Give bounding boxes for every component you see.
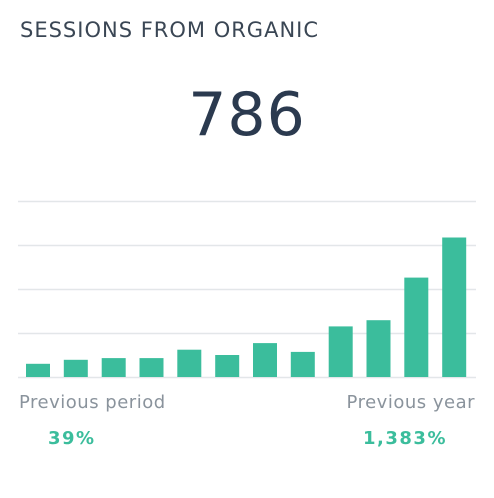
previous-period-change: 39% (48, 428, 96, 449)
chart-bar (442, 237, 467, 377)
chart-bar (26, 363, 50, 377)
chart-bar (177, 349, 202, 377)
chart-bar (253, 343, 277, 377)
chart-bar (404, 277, 429, 377)
sessions-bar-chart (18, 200, 476, 379)
chart-gridlines (18, 200, 476, 379)
chart-bar (366, 320, 391, 377)
metric-value: 786 (188, 80, 306, 150)
chart-bar (328, 326, 353, 377)
chart-bar (139, 358, 164, 377)
chart-bar (215, 355, 240, 377)
previous-period-label: Previous period (19, 392, 166, 413)
widget-title: SESSIONS FROM ORGANIC (20, 18, 320, 42)
chart-bar (101, 358, 126, 377)
previous-year-change: 1,383% (363, 428, 447, 449)
chart-bars (26, 237, 467, 377)
previous-year-label: Previous year (346, 392, 475, 413)
chart-bar (290, 351, 315, 377)
chart-bar (63, 359, 88, 377)
